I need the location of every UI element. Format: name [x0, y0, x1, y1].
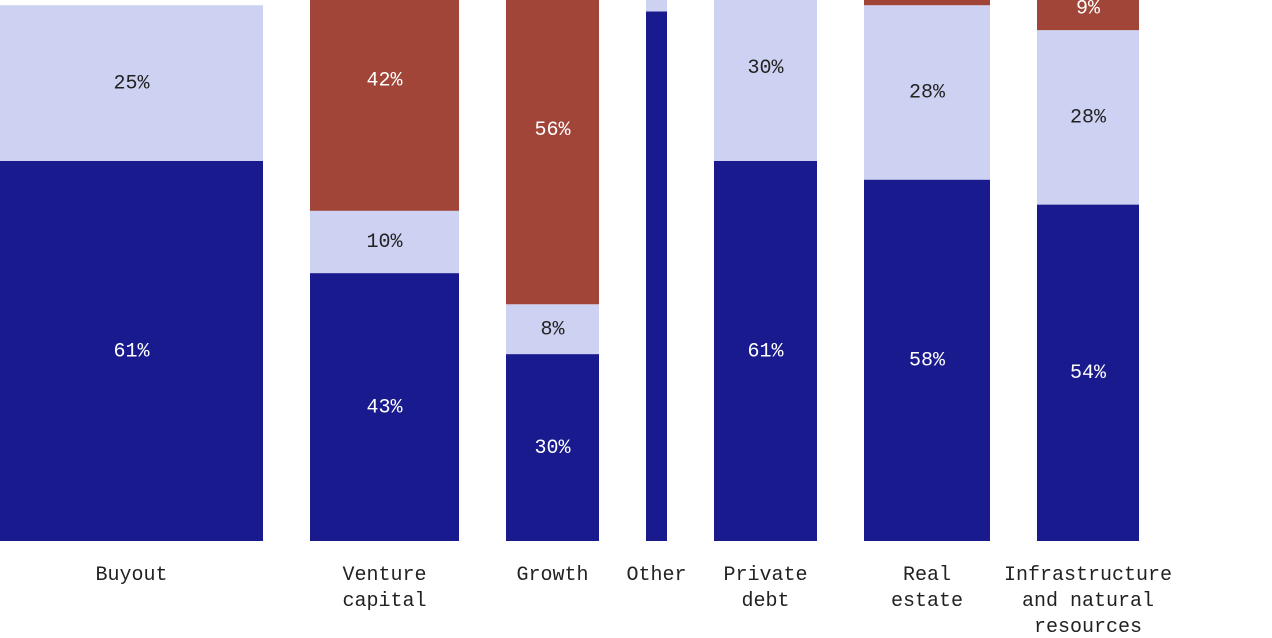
value-label: 43% — [366, 396, 403, 419]
bar-segment — [0, 5, 263, 161]
bar-segment — [1037, 0, 1139, 31]
x-tick-label-line: Venture — [342, 564, 426, 587]
bar-segment — [864, 179, 990, 541]
bar-segment — [506, 304, 599, 355]
x-tick-label-line: Private — [723, 564, 807, 587]
x-tick-label-line: Buyout — [95, 564, 167, 587]
value-label: 56% — [534, 119, 571, 142]
bar-segment — [310, 210, 459, 274]
x-tick-label: Real estate — [891, 564, 963, 613]
x-tick-label-line: Growth — [516, 564, 588, 587]
x-tick-label-line: Other — [626, 564, 686, 587]
bar-segment — [0, 160, 263, 541]
x-tick-label-line: resources — [1034, 616, 1142, 638]
bar-segment — [714, 160, 817, 541]
value-label: 9% — [1076, 0, 1101, 20]
value-label: 30% — [534, 437, 571, 460]
x-tick-label-line: capital — [342, 590, 426, 613]
x-tick-label: Other — [626, 564, 686, 587]
value-label: 61% — [113, 340, 150, 363]
value-label: 42% — [366, 69, 403, 92]
value-label: 28% — [909, 82, 946, 105]
bar-segment — [864, 0, 990, 6]
x-tick-label: Private debt — [723, 564, 807, 613]
value-label: 28% — [1070, 107, 1107, 130]
bar-segment — [646, 0, 667, 12]
x-tick-label-line: Real — [903, 564, 951, 587]
bar-segment — [310, 0, 459, 211]
x-tick-label-line: Infrastructure — [1004, 564, 1172, 587]
value-label: 58% — [909, 350, 946, 373]
x-tick-label: Venture capital — [342, 564, 426, 613]
value-label: 61% — [747, 340, 784, 363]
bar-segment — [310, 273, 459, 541]
x-tick-label: Infrastructure and natural resources — [1004, 564, 1172, 638]
bar-segment — [864, 5, 990, 180]
x-tick-label-line: estate — [891, 590, 963, 613]
x-tick-label-line: debt — [741, 590, 789, 613]
x-tick-label-line: and natural — [1022, 590, 1154, 613]
x-tick-label: Growth — [516, 564, 588, 587]
bar-segment — [506, 0, 599, 305]
value-label: 10% — [366, 231, 403, 254]
bar-segment — [714, 0, 817, 161]
value-label: 25% — [113, 72, 150, 95]
value-label: 54% — [1070, 362, 1107, 385]
bar-segment — [646, 11, 667, 541]
bar-segment — [506, 354, 599, 541]
value-label: 8% — [540, 318, 565, 341]
value-label: 30% — [747, 57, 784, 80]
bar-segment — [1037, 30, 1139, 205]
bar-segment — [1037, 204, 1139, 541]
x-tick-label: Buyout — [95, 564, 167, 587]
